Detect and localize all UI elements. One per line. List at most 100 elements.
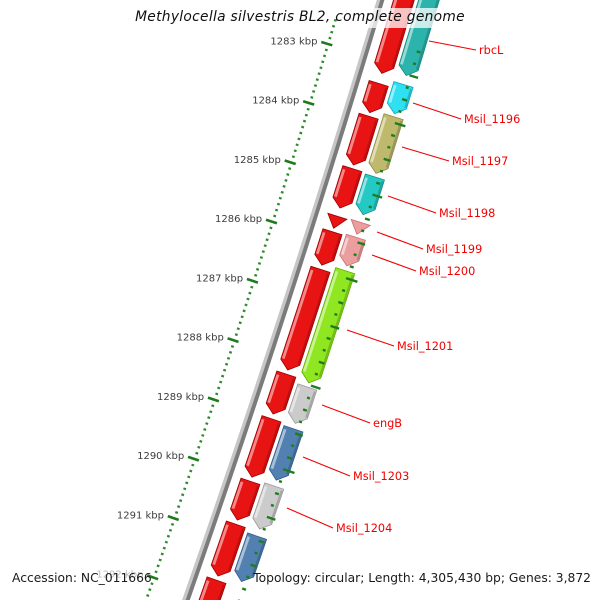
gene-label-Msil_1201[interactable]: Msil_1201 (397, 340, 453, 353)
callout-line-Msil_1196 (412, 102, 462, 120)
minor-tick (189, 469, 193, 473)
gene-arrow-Msil_1200[interactable] (339, 233, 366, 267)
minor-tick (276, 202, 281, 206)
major-tick (246, 277, 259, 284)
gene-arrow-Msil_1196[interactable] (386, 81, 414, 115)
ring-dash (398, 109, 402, 114)
gene-arrow-unnamed-10[interactable] (234, 532, 268, 583)
gene-label-Msil_1196[interactable]: Msil_1196 (464, 113, 520, 126)
gene-arrow-Msil_1201[interactable] (301, 267, 356, 384)
gene-arrow-inner-10-highlight (212, 524, 229, 566)
gene-arrow-Msil_1199-shape (350, 218, 372, 235)
gene-arrow-inner-1[interactable] (362, 80, 389, 114)
major-tick (265, 218, 278, 225)
minor-tick (179, 499, 183, 503)
page-title: Methylocella silvestris BL2, complete ge… (135, 9, 465, 25)
gene-label-Msil_1199[interactable]: Msil_1199 (426, 243, 482, 256)
minor-tick (195, 451, 199, 455)
gene-arrow-Msil_1203-highlight (270, 428, 287, 470)
gene-arrow-Msil_1199[interactable] (350, 218, 372, 235)
minor-tick (176, 505, 181, 509)
minor-tick (222, 368, 227, 372)
gene-arrow-inner-11[interactable] (198, 576, 227, 600)
gene-arrow-inner-5[interactable] (314, 228, 343, 266)
backbone (185, 0, 385, 600)
gene-arrow-inner-2-highlight (347, 116, 362, 155)
gene-label-rbcL[interactable]: rbcL (479, 44, 504, 57)
ring-dash (262, 527, 267, 531)
gene-label-Msil_1203[interactable]: Msil_1203 (353, 470, 409, 483)
ring-dash (416, 50, 421, 54)
gene-arrow-inner-9[interactable] (230, 477, 261, 521)
tick-label-1287: 1287 kbp (196, 273, 243, 284)
gene-arrow-inner-10[interactable] (210, 520, 246, 577)
gene-arrow-inner-2-shape (345, 112, 379, 166)
gene-arrow-Msil_1203[interactable] (268, 425, 304, 481)
minor-tick (306, 107, 310, 111)
callout-line-Msil_1197 (401, 146, 450, 162)
gene-label-Msil_1200[interactable]: Msil_1200 (419, 265, 475, 278)
minor-tick (330, 30, 334, 34)
gene-arrow-inner-1-highlight (363, 83, 372, 102)
gene-arrow-inner-8-shade (261, 422, 280, 472)
minor-tick (228, 350, 233, 354)
tick-label-1283: 1283 kbp (270, 36, 317, 47)
gene-label-Msil_1197[interactable]: Msil_1197 (452, 155, 508, 168)
gene-label-Msil_1198[interactable]: Msil_1198 (439, 207, 495, 220)
ring-dash (372, 193, 383, 199)
minor-tick (315, 78, 319, 82)
feature-tracks (182, 0, 440, 600)
accession-text: Accession: NC_011666 (12, 571, 152, 585)
minor-tick (297, 137, 301, 141)
gene-arrow-inner-6[interactable] (280, 265, 331, 371)
minor-tick (269, 226, 273, 230)
gene-label-Msil_1204[interactable]: Msil_1204 (336, 522, 392, 535)
gene-arrow-inner-9-shape (230, 477, 261, 521)
minor-tick (312, 90, 316, 93)
gene-arrow-inner-3[interactable] (332, 165, 363, 209)
gene-arrow-inner-8[interactable] (244, 415, 282, 478)
gene-arrow-Msil_1198-shade (372, 181, 384, 210)
ring-dash (266, 515, 276, 521)
minor-tick (203, 428, 207, 431)
minor-tick (282, 184, 286, 188)
ring-dash (375, 181, 381, 186)
minor-tick (209, 410, 213, 414)
tick-label-1292: 1292 kbp (96, 570, 143, 581)
gene-arrow-inner-2[interactable] (345, 112, 379, 166)
outer-tick-ring (238, 50, 421, 600)
ring-dash (318, 360, 325, 365)
callout-line-Msil_1204 (286, 507, 334, 529)
minor-tick (328, 36, 332, 40)
ring-dash (345, 277, 358, 283)
minor-tick (207, 416, 211, 420)
callout-line-engB (321, 404, 371, 424)
gene-arrow-Msil_1198[interactable] (355, 173, 385, 216)
ring-dash (337, 300, 344, 305)
gene-arrow-inner-6-shape (280, 265, 331, 371)
tick-label-1291: 1291 kbp (117, 510, 164, 521)
major-tick (167, 514, 180, 522)
minor-tick (254, 273, 258, 277)
gene-arrow-inner-1-shade (379, 87, 388, 108)
gene-arrow-inner-7[interactable] (265, 370, 297, 415)
minor-tick (217, 386, 221, 390)
gene-arrow-engB[interactable] (287, 383, 318, 424)
callout-line-Msil_1201 (346, 329, 395, 347)
minor-tick (302, 119, 307, 123)
minor-tick (310, 95, 314, 99)
minor-tick (201, 433, 205, 437)
ruler-ticks: 1283 kbp 1284 kbp 1285 kbp 1286 kbp 1287 kbp… (96, 18, 337, 600)
gene-label-engB[interactable]: engB (373, 417, 402, 430)
gene-arrow-unnamed-10-highlight (235, 536, 251, 571)
ring-dash (310, 384, 321, 390)
ring-dash (341, 288, 346, 293)
major-tick (146, 574, 159, 581)
gene-arrow-inner-4[interactable] (327, 212, 348, 229)
minor-tick (221, 374, 225, 378)
gene-arrow-inner-7-shape (265, 370, 297, 415)
gene-arrow-inner-3-shade (349, 172, 361, 203)
ring-dash (379, 169, 384, 173)
